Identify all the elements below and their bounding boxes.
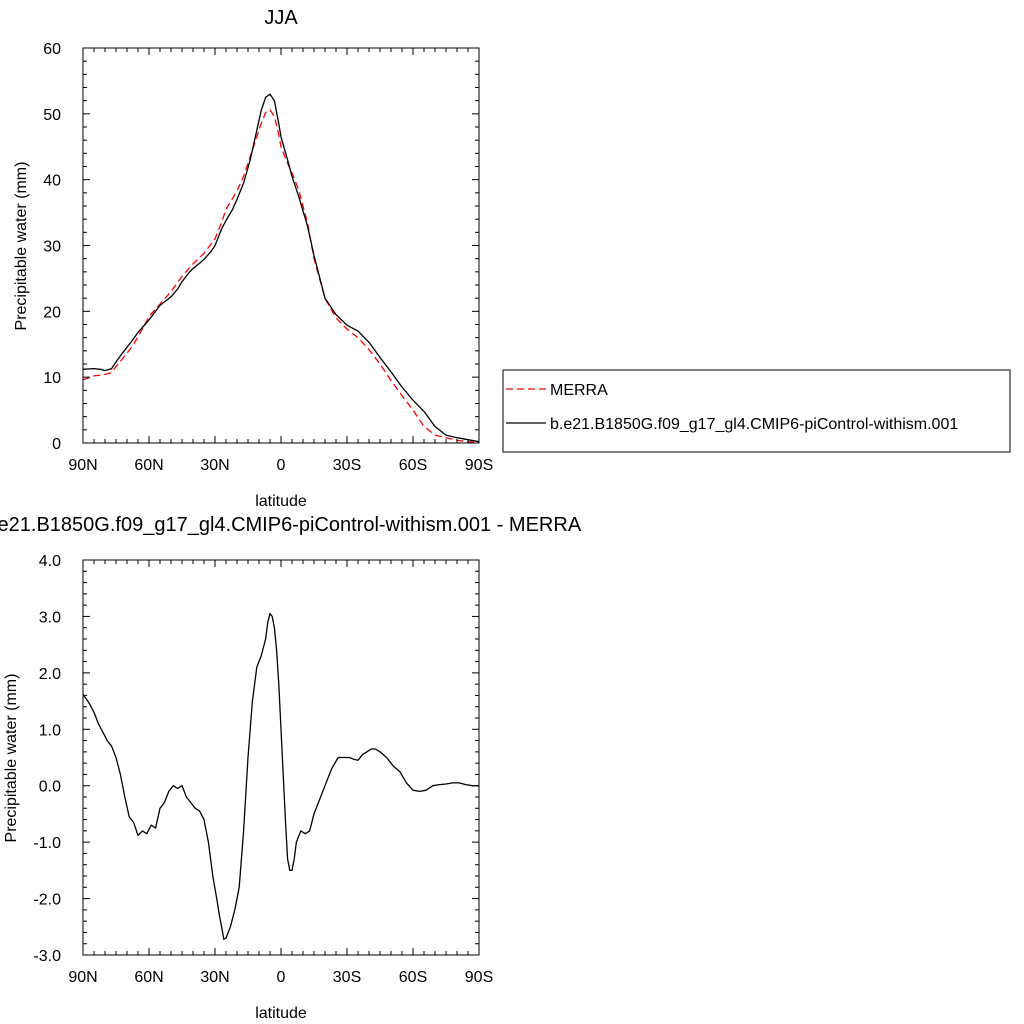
bottom-xtick-label: 60N bbox=[134, 969, 163, 986]
panel-top: JJA 90N 60N 30N 0 30S 60S 90S 0 10 20 30 40 50 60 Pre… bbox=[13, 7, 493, 510]
bottom-series-group bbox=[82, 612, 479, 940]
bottom-xtick-label: 30N bbox=[200, 969, 229, 986]
top-series-group bbox=[82, 93, 480, 443]
bottom-xtick-label: 90S bbox=[465, 969, 493, 986]
top-xlabel: latitude bbox=[255, 493, 307, 510]
bottom-ytick-label: -2.0 bbox=[33, 892, 61, 909]
top-xtick-label: 60N bbox=[134, 457, 163, 474]
top-ytick-label: 20 bbox=[43, 304, 61, 321]
bottom-ytick-label: 3.0 bbox=[39, 609, 61, 626]
legend-label-merra: MERRA bbox=[550, 382, 608, 399]
top-ytick-label: 10 bbox=[43, 370, 61, 387]
top-plot-frame bbox=[82, 47, 480, 444]
bottom-xtick-label: 0 bbox=[277, 969, 286, 986]
top-ytick-label: 0 bbox=[52, 436, 61, 453]
top-xtick-label: 90S bbox=[465, 457, 493, 474]
legend-box bbox=[502, 369, 1011, 453]
bottom-ytick-label: -1.0 bbox=[33, 835, 61, 852]
top-axes-group: 90N 60N 30N 0 30S 60S 90S 0 10 20 30 40 50 60 bbox=[43, 41, 493, 474]
bottom-ytick-label: 4.0 bbox=[39, 553, 61, 570]
top-ytick-label: 30 bbox=[43, 239, 61, 256]
bottom-axes-group: 90N 60N 30N 0 30S 60S 90S -3.0 -2.0 -1.0 0.0 1.0 2.0… bbox=[33, 553, 493, 986]
bottom-ytick-label: -3.0 bbox=[33, 948, 61, 965]
bottom-ylabel: Precipitable water (mm) bbox=[3, 674, 20, 843]
top-xtick-label: 0 bbox=[277, 457, 286, 474]
legend-label-model: b.e21.B1850G.f09_g17_gl4.CMIP6-piControl… bbox=[550, 416, 958, 433]
top-series-line-1 bbox=[82, 93, 480, 443]
bottom-chart-title: b.e21.B1850G.f09_g17_gl4.CMIP6-piControl… bbox=[0, 514, 582, 536]
bottom-xtick-label: 30S bbox=[333, 969, 361, 986]
bottom-ytick-label: 2.0 bbox=[39, 666, 61, 683]
bottom-ytick-label: 1.0 bbox=[39, 722, 61, 739]
legend: MERRA b.e21.B1850G.f09_g17_gl4.CMIP6-piC… bbox=[502, 369, 1011, 453]
top-xtick-label: 60S bbox=[399, 457, 427, 474]
bottom-series-line-0 bbox=[82, 612, 479, 940]
top-series-line-0 bbox=[82, 109, 480, 443]
bottom-xlabel: latitude bbox=[255, 1005, 307, 1022]
top-xtick-label: 30S bbox=[333, 457, 361, 474]
top-ytick-label: 40 bbox=[43, 173, 61, 190]
bottom-xtick-label: 90N bbox=[68, 969, 97, 986]
top-chart-title: JJA bbox=[264, 7, 298, 29]
top-ylabel: Precipitable water (mm) bbox=[13, 162, 30, 331]
top-xtick-label: 30N bbox=[200, 457, 229, 474]
top-ytick-label: 50 bbox=[43, 107, 61, 124]
top-xtick-label: 90N bbox=[68, 457, 97, 474]
bottom-ytick-label: 0.0 bbox=[39, 779, 61, 796]
bottom-plot-frame bbox=[82, 559, 480, 956]
bottom-xtick-label: 60S bbox=[399, 969, 427, 986]
panel-bottom: b.e21.B1850G.f09_g17_gl4.CMIP6-piControl… bbox=[0, 514, 582, 1022]
top-ytick-label: 60 bbox=[43, 41, 61, 58]
